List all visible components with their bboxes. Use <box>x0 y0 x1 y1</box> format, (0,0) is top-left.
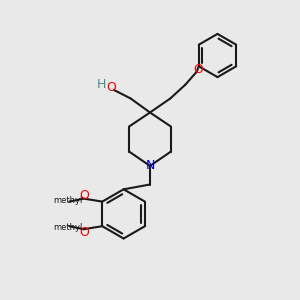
Text: O: O <box>193 63 203 76</box>
Text: methyl: methyl <box>53 223 82 232</box>
Text: O: O <box>79 226 88 239</box>
Text: O: O <box>79 189 88 202</box>
Text: O: O <box>107 81 116 94</box>
Text: H: H <box>97 78 106 91</box>
Text: methyl: methyl <box>53 196 82 205</box>
Text: N: N <box>145 159 155 172</box>
